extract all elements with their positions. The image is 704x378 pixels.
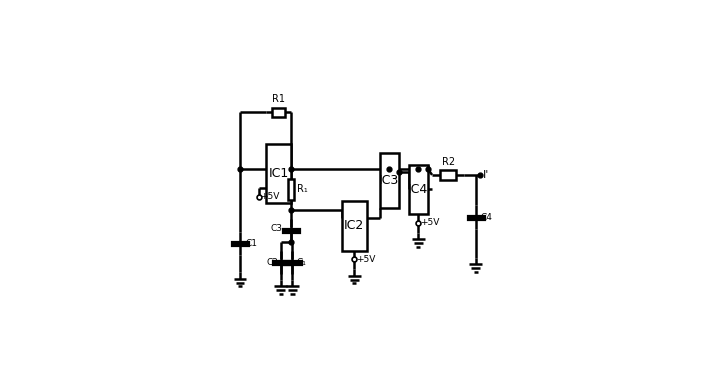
Text: C4: C4	[481, 212, 493, 222]
Text: I': I'	[483, 170, 489, 180]
Bar	[379, 153, 398, 208]
Bar	[266, 144, 291, 203]
Text: +5V: +5V	[356, 255, 375, 264]
Text: IC3: IC3	[379, 174, 399, 187]
Text: IC1: IC1	[268, 167, 289, 180]
Bar	[288, 179, 294, 200]
Text: C2: C2	[266, 258, 278, 267]
Text: R₁: R₁	[296, 184, 308, 194]
Bar	[440, 170, 456, 180]
Text: +5V: +5V	[420, 218, 439, 228]
Bar	[272, 108, 284, 117]
Text: C₁: C₁	[296, 258, 306, 267]
Bar	[342, 201, 367, 251]
Text: IC2: IC2	[344, 219, 365, 232]
Text: C1: C1	[245, 239, 257, 248]
Text: R1: R1	[272, 94, 285, 104]
Text: R2: R2	[441, 157, 455, 167]
Text: +5V: +5V	[260, 192, 279, 201]
Text: C3: C3	[271, 224, 283, 233]
Bar	[409, 165, 428, 214]
Text: IC4: IC4	[408, 183, 429, 196]
